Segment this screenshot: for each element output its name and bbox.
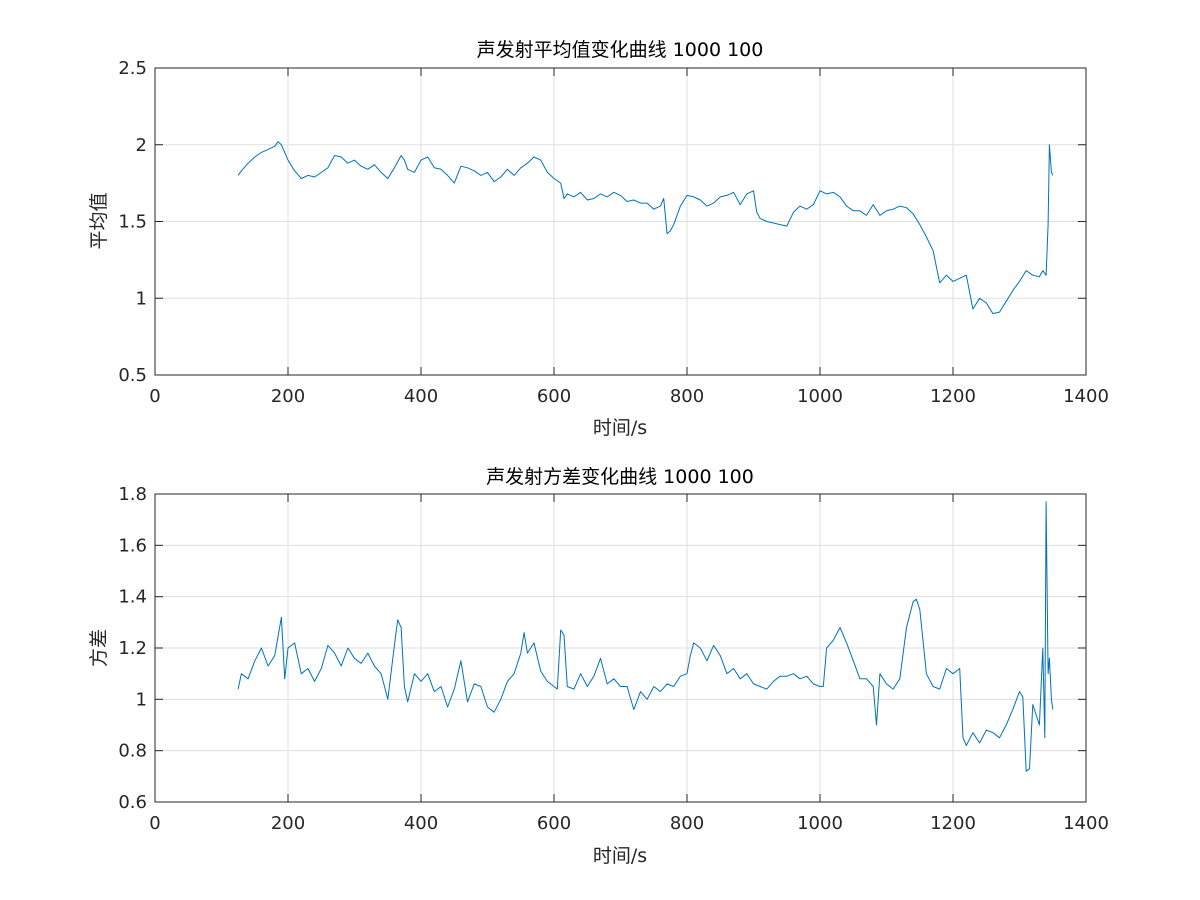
variance-x-tick-label: 600 [537,813,571,834]
variance-y-tick-label: 1.2 [118,638,147,659]
variance-x-tick-label: 0 [149,813,160,834]
variance-series-group [237,501,1054,772]
mean-ticks: 0 200 400 600 800 1000 1200 1400 0.5 1 1.5 2 2.5 [118,58,1109,407]
mean-x-tick-label: 1400 [1063,386,1109,407]
mean-y-tick-label: 2.5 [118,58,147,79]
mean-y-tick-label: 1 [136,288,147,309]
mean-x-tick-label: 0 [149,386,160,407]
mean-y-axis-label: 平均值 [88,192,110,249]
variance-chart: 0 200 400 600 800 1000 1200 1400 0.6 0.8 1 1.2 1.4 1.… [88,466,1109,867]
mean-series-line [237,141,1054,315]
mean-chart: 0 200 400 600 800 1000 1200 1400 0.5 1 1.5 2 2.5 声发射… [88,39,1109,439]
mean-x-tick-label: 200 [271,386,305,407]
variance-x-tick-label: 200 [271,813,305,834]
mean-x-tick-label: 800 [670,386,704,407]
variance-y-tick-label: 1.6 [118,535,147,556]
variance-ticks: 0 200 400 600 800 1000 1200 1400 0.6 0.8 1 1.2 1.4 1.… [118,484,1109,834]
mean-x-tick-label: 400 [404,386,438,407]
mean-y-tick-label: 2 [136,135,147,156]
mean-y-tick-label: 1.5 [118,212,147,233]
variance-x-tick-label: 1000 [797,813,843,834]
variance-y-tick-label: 0.8 [118,741,147,762]
variance-x-tick-label: 800 [670,813,704,834]
variance-y-tick-label: 1.8 [118,484,147,505]
mean-y-tick-label: 0.5 [118,365,147,386]
variance-x-axis-label: 时间/s [593,845,647,867]
variance-x-tick-label: 1200 [930,813,976,834]
variance-y-tick-label: 1.4 [118,587,147,608]
variance-y-tick-label: 1 [136,689,147,710]
mean-x-axis-label: 时间/s [593,417,647,439]
variance-x-tick-label: 400 [404,813,438,834]
variance-y-axis-label: 方差 [88,629,110,667]
mean-x-tick-label: 1200 [930,386,976,407]
mean-x-tick-label: 600 [537,386,571,407]
mean-chart-title: 声发射平均值变化曲线 1000 100 [477,39,764,61]
variance-chart-title: 声发射方差变化曲线 1000 100 [486,466,754,488]
mean-series-group [237,141,1054,315]
mean-x-tick-label: 1000 [797,386,843,407]
variance-y-tick-label: 0.6 [118,792,147,813]
variance-x-tick-label: 1400 [1063,813,1109,834]
variance-series-line [237,501,1054,772]
